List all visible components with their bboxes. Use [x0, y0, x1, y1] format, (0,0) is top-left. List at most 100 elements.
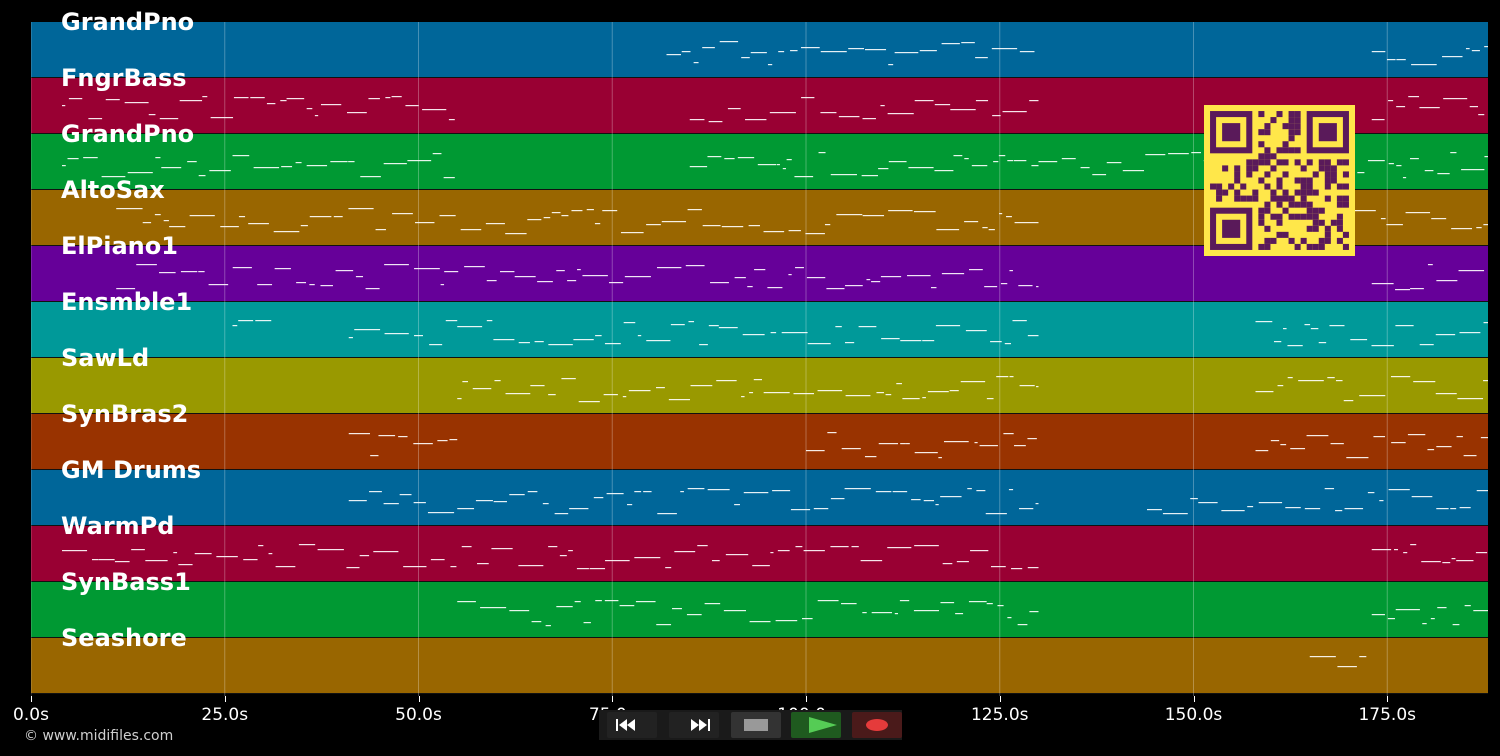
- midi-note: [594, 223, 601, 225]
- midi-note: [624, 276, 651, 278]
- midi-note: [1459, 507, 1471, 509]
- fast-forward-button[interactable]: [669, 712, 719, 738]
- track-lane[interactable]: [31, 358, 1488, 414]
- midi-note: [1122, 170, 1145, 172]
- record-button[interactable]: [852, 712, 902, 738]
- midi-note: [432, 153, 442, 155]
- midi-note: [582, 275, 608, 277]
- midi-note: [707, 489, 730, 491]
- track-lane[interactable]: [31, 470, 1488, 526]
- midi-note: [1258, 502, 1283, 504]
- midi-note: [414, 268, 440, 270]
- stop-button[interactable]: [731, 712, 781, 738]
- track-lane[interactable]: [31, 22, 1488, 78]
- midi-note: [772, 490, 791, 492]
- midi-note: [1427, 449, 1435, 451]
- track-lane[interactable]: [31, 414, 1488, 470]
- midi-note: [1391, 442, 1406, 444]
- midi-note: [505, 233, 527, 235]
- midi-note: [763, 231, 785, 233]
- midi-note: [413, 443, 433, 445]
- midi-note: [927, 391, 949, 393]
- midi-note: [794, 176, 814, 178]
- midi-note: [1318, 342, 1327, 344]
- rewind-button[interactable]: [607, 712, 657, 738]
- midi-note: [894, 52, 919, 54]
- midi-note: [871, 281, 881, 283]
- midi-note: [992, 115, 1001, 117]
- midi-note: [1410, 288, 1424, 290]
- midi-note: [878, 443, 899, 445]
- track-lane[interactable]: [31, 638, 1488, 694]
- midi-note: [169, 226, 186, 228]
- midi-note: [665, 567, 672, 569]
- midi-note: [862, 215, 885, 217]
- midi-note: [499, 271, 515, 273]
- midi-note: [790, 509, 811, 511]
- midi-note: [317, 549, 344, 551]
- midi-note: [257, 284, 273, 286]
- midi-note: [1285, 507, 1301, 509]
- midi-note: [1035, 503, 1039, 505]
- midi-note: [238, 320, 254, 322]
- midi-note: [871, 612, 892, 614]
- midi-note: [813, 508, 829, 510]
- midi-note: [448, 119, 455, 121]
- midi-note: [1379, 500, 1384, 502]
- tick-mark: [1193, 696, 1195, 702]
- midi-note: [159, 272, 176, 274]
- midi-note: [1255, 321, 1273, 323]
- midi-note: [1405, 212, 1431, 214]
- tick-mark: [1387, 696, 1389, 702]
- midi-note: [836, 214, 863, 216]
- tick-label: 175.0s: [1358, 705, 1417, 725]
- midi-note: [801, 97, 815, 99]
- midi-note: [1461, 169, 1485, 171]
- midi-note: [378, 435, 396, 437]
- track-lane[interactable]: [31, 526, 1488, 582]
- midi-note: [670, 324, 685, 326]
- midi-note: [127, 172, 153, 174]
- midi-note: [359, 555, 370, 557]
- midi-note: [275, 566, 296, 568]
- track-name: Seashore: [61, 624, 187, 652]
- midi-note: [1469, 106, 1479, 108]
- midi-note: [309, 216, 332, 218]
- midi-note: [462, 381, 468, 383]
- midi-note: [88, 118, 103, 120]
- midi-note: [1080, 167, 1090, 169]
- midi-note: [702, 47, 715, 49]
- midi-note: [373, 551, 399, 553]
- midi-note: [1475, 552, 1488, 554]
- midi-note: [1306, 435, 1329, 437]
- track-lane[interactable]: [31, 582, 1488, 638]
- tick-mark: [224, 696, 226, 702]
- midi-note: [1036, 386, 1039, 388]
- midi-note: [1270, 440, 1280, 442]
- midi-note: [173, 552, 178, 554]
- midi-note: [800, 47, 820, 49]
- play-button[interactable]: [791, 712, 841, 738]
- midi-note: [820, 112, 837, 114]
- midi-note: [835, 326, 842, 328]
- midi-note: [1403, 552, 1408, 554]
- track-name: SawLd: [61, 344, 150, 372]
- track-lane[interactable]: [31, 302, 1488, 358]
- midi-note: [518, 565, 544, 567]
- midi-note: [1367, 160, 1385, 162]
- midi-note: [457, 601, 476, 603]
- midi-note: [750, 52, 767, 54]
- midi-note: [880, 276, 902, 278]
- midi-note: [413, 502, 426, 504]
- midi-note: [1106, 162, 1122, 164]
- midi-note: [1013, 160, 1027, 162]
- midi-note: [422, 109, 447, 111]
- midi-note: [866, 279, 871, 281]
- midi-note: [1408, 96, 1420, 98]
- midi-note: [443, 177, 455, 179]
- midi-note: [1162, 513, 1188, 515]
- midi-note: [491, 548, 513, 550]
- midi-note: [461, 546, 472, 548]
- midi-note: [922, 340, 935, 342]
- midi-note: [686, 614, 702, 616]
